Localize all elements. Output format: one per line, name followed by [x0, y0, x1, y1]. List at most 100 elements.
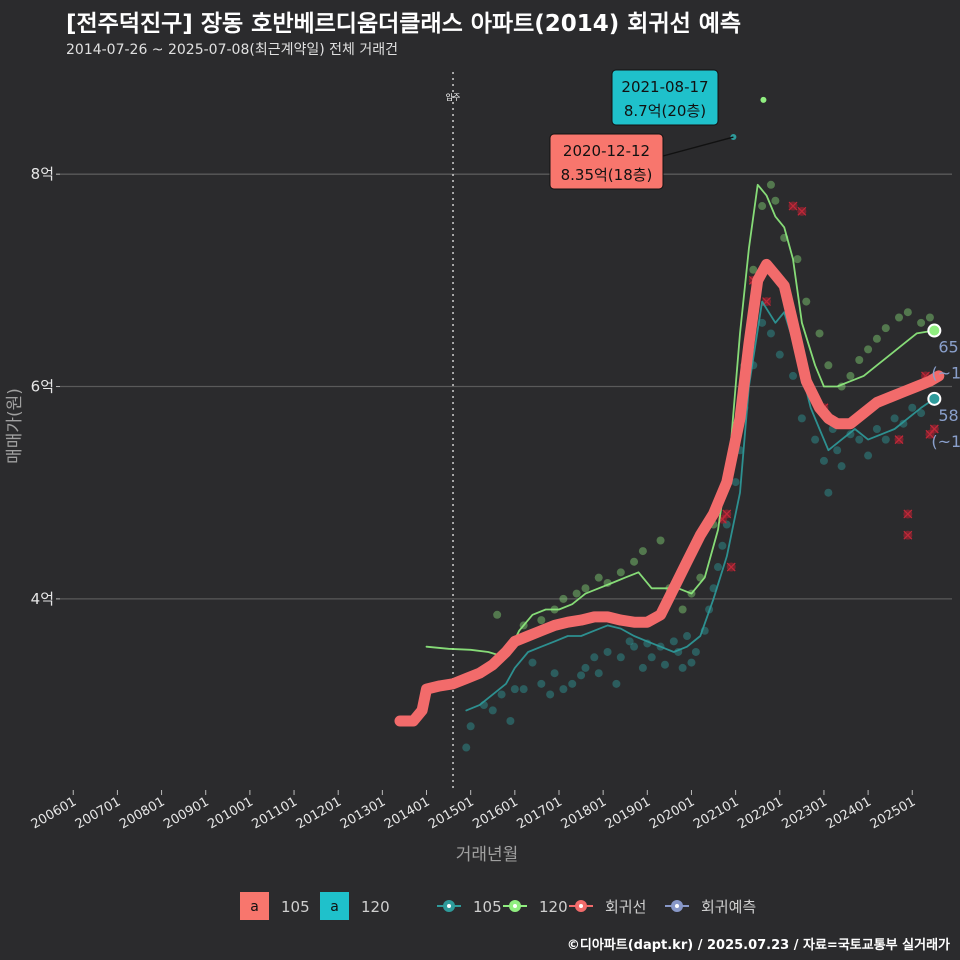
- y-tick-label: 6억: [31, 378, 54, 396]
- point-105: [466, 722, 475, 731]
- point-105: [713, 563, 722, 572]
- x-tick-label: 201701: [515, 794, 565, 832]
- callout-date: 2020-12-12: [563, 142, 650, 160]
- point-105: [864, 451, 873, 460]
- point-105: [837, 462, 846, 471]
- point-105: [603, 647, 612, 656]
- point-105: [528, 658, 537, 667]
- point-120: [864, 345, 873, 354]
- point-105: [577, 671, 586, 680]
- x-tick-label: 201801: [559, 794, 609, 832]
- x-tick-label: 202201: [735, 794, 785, 832]
- point-120: [771, 196, 780, 205]
- point-105: [691, 647, 700, 656]
- callout-box: [611, 69, 719, 126]
- point-120: [758, 202, 767, 211]
- gridlines: [60, 173, 952, 600]
- end-price-label: 65,275: [938, 338, 960, 357]
- legend-series-dot-center: [447, 904, 451, 908]
- legend-series-label: 105: [473, 898, 502, 916]
- legend-series-label: 회귀선: [605, 898, 646, 916]
- point-120: [846, 371, 855, 380]
- x-tick-label: 201601: [470, 794, 520, 832]
- point-105: [647, 653, 656, 662]
- outlier-point: [722, 509, 732, 519]
- x-tick-label: 201301: [338, 794, 388, 832]
- axis-ticks: 4억 6억 8억 2006012007012008012009012010012011…: [29, 165, 918, 832]
- point-120: [678, 605, 687, 614]
- point-105: [559, 685, 568, 694]
- point-105: [687, 658, 696, 667]
- x-tick-label: 201501: [426, 794, 476, 832]
- point-105: [581, 663, 590, 672]
- legend-series-dot-center: [675, 904, 679, 908]
- point-120: [616, 568, 625, 577]
- legend-area-key: a: [250, 899, 259, 915]
- point-105: [678, 663, 687, 672]
- end-marker: [927, 391, 942, 406]
- point-120: [638, 547, 647, 556]
- point-105: [546, 690, 555, 699]
- point-105: [758, 318, 767, 327]
- point-105: [731, 478, 740, 487]
- point-120: [793, 255, 802, 264]
- point-105: [766, 329, 775, 338]
- point-120: [855, 355, 864, 364]
- legend-series-label: 회귀예측: [701, 898, 756, 916]
- callout-box: [549, 133, 664, 190]
- x-tick-label: 200901: [161, 794, 211, 832]
- end-marker: [927, 323, 942, 338]
- legend-area-label: 120: [361, 898, 390, 916]
- outlier-point: [894, 435, 904, 445]
- point-120: [749, 265, 758, 274]
- point-105: [506, 716, 515, 725]
- legend-series-dot-center: [579, 904, 583, 908]
- point-120: [581, 584, 590, 593]
- point-120: [881, 324, 890, 333]
- point-105: [811, 435, 820, 444]
- legend: a 105 a 120 105 120 회귀선 회귀예측: [240, 892, 756, 920]
- x-tick-label: 201201: [294, 794, 344, 832]
- point-120: [766, 180, 775, 189]
- x-tick-label: 202301: [779, 794, 829, 832]
- point-105: [638, 663, 647, 672]
- x-tick-label: 201901: [603, 794, 653, 832]
- move-in-label: 입주: [446, 93, 461, 102]
- point-120: [572, 589, 581, 598]
- legend-area-label: 105: [281, 898, 310, 916]
- point-105: [660, 660, 669, 669]
- y-axis-title: 매매가(원): [5, 388, 25, 464]
- point-105: [824, 488, 833, 497]
- point-105: [789, 371, 798, 380]
- point-105: [510, 685, 519, 694]
- point-120: [559, 594, 568, 603]
- point-105: [519, 685, 528, 694]
- point-105: [594, 669, 603, 678]
- outlier-point: [903, 509, 913, 519]
- chart-title: [전주덕진구] 장동 호반베르디움더클래스 아파트(2014) 회귀선 예측: [66, 11, 742, 37]
- series-line-105: [465, 300, 936, 712]
- caption: ©디아파트(dapt.kr) / 2025.07.23 / 자료=국토교통부 실…: [566, 938, 950, 953]
- point-105: [612, 679, 621, 688]
- point-120: [872, 334, 881, 343]
- x-tick-label: 202001: [647, 794, 697, 832]
- point-120: [630, 557, 639, 566]
- x-tick-label: 200701: [73, 794, 123, 832]
- point-105: [616, 653, 625, 662]
- x-tick-label: 201001: [205, 794, 255, 832]
- point-120: [917, 318, 926, 327]
- point-120: [815, 329, 824, 338]
- point-105: [855, 435, 864, 444]
- point-105: [819, 456, 828, 465]
- outlier-point: [929, 424, 939, 434]
- point-105: [462, 743, 471, 752]
- point-105: [872, 425, 881, 433]
- x-tick-label: 202401: [824, 794, 874, 832]
- point-105: [833, 446, 842, 455]
- end-price-label: 58,840: [938, 406, 960, 425]
- outlier-point: [903, 530, 913, 540]
- callout-value: 8.7억(20층): [624, 102, 706, 120]
- point-105: [899, 419, 908, 428]
- point-120: [537, 616, 546, 625]
